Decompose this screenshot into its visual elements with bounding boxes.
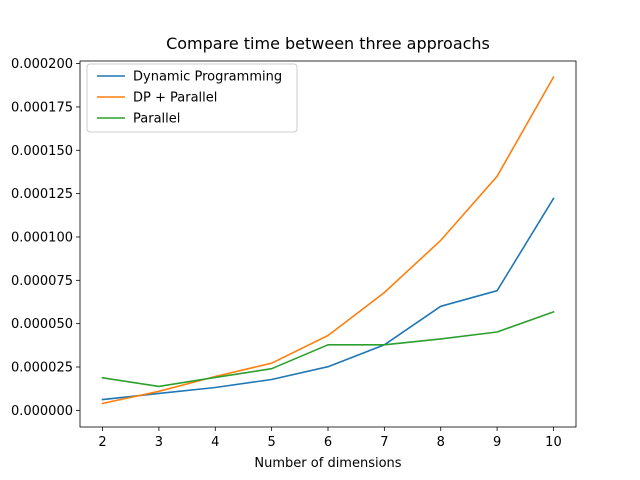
chart-title: Compare time between three approachs [166, 34, 490, 53]
legend-label-1: Dynamic Programming [133, 70, 282, 85]
y-tick-label: 0.000075 [11, 274, 73, 289]
y-tick-label: 0.000000 [11, 404, 73, 419]
x-tick-label: 9 [493, 435, 501, 450]
y-tick-label: 0.000200 [11, 57, 73, 72]
x-tick-label: 8 [437, 435, 445, 450]
x-tick-label: 3 [155, 435, 163, 450]
y-tick-label: 0.000150 [11, 144, 73, 159]
x-tick-label: 4 [211, 435, 219, 450]
y-tick-label: 0.000050 [11, 317, 73, 332]
y-tick-label: 0.000175 [11, 100, 73, 115]
x-axis-label: Number of dimensions [254, 456, 401, 471]
series-line-3 [101, 310, 555, 388]
series-line-2 [101, 76, 555, 405]
axes: 2 3 4 5 6 7 8 9 10 0.000000 0.000025 0.000050 0.0000… [11, 57, 577, 450]
x-tick-label: 7 [380, 435, 388, 450]
x-tick-label: 5 [267, 435, 275, 450]
legend-label-2: DP + Parallel [133, 91, 217, 106]
plot-area [101, 76, 555, 405]
legend-label-3: Parallel [133, 112, 180, 127]
x-tick-label: 6 [324, 435, 332, 450]
legend: Dynamic Programming DP + Parallel Parallel [86, 63, 298, 133]
series-line-1 [101, 197, 555, 401]
y-tick-label: 0.000025 [11, 361, 73, 376]
y-tick-label: 0.000100 [11, 230, 73, 245]
x-tick-label: 10 [545, 435, 562, 450]
x-tick-label: 2 [98, 435, 106, 450]
y-tick-label: 0.000125 [11, 187, 73, 202]
legend-box [86, 63, 298, 133]
